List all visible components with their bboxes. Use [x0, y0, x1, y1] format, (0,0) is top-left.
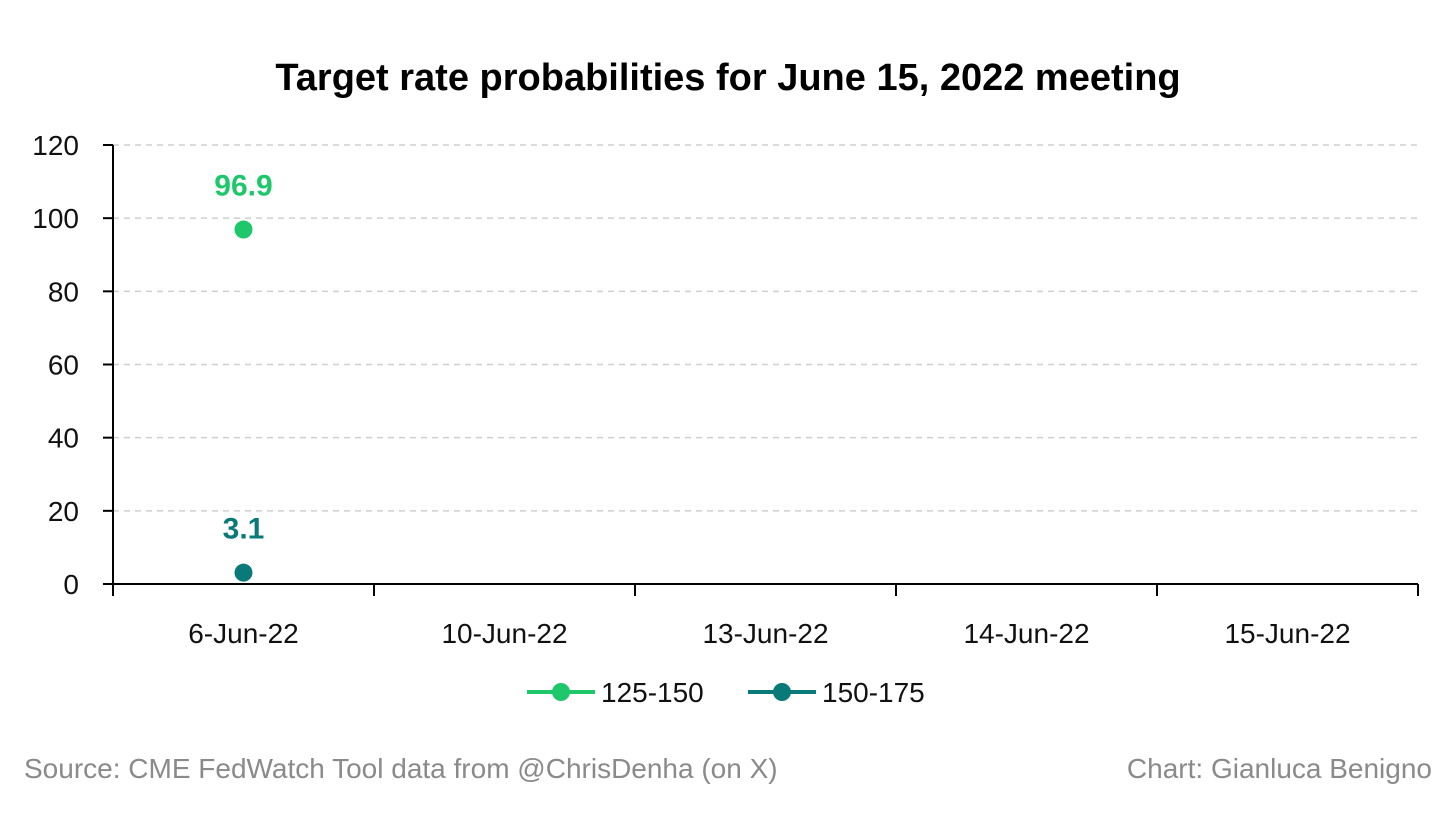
x-tick-label: 10-Jun-22 — [441, 618, 567, 649]
y-tick-label: 0 — [63, 569, 79, 600]
source-note: Source: CME FedWatch Tool data from @Chr… — [24, 753, 778, 784]
data-label-125-150: 96.9 — [214, 170, 272, 203]
x-tick-label: 13-Jun-22 — [702, 618, 828, 649]
legend: 125-150 150-175 — [527, 677, 925, 708]
chart-credit: Chart: Gianluca Benigno — [1127, 753, 1432, 784]
x-tick-label: 6-Jun-22 — [188, 618, 299, 649]
data-label-150-175: 3.1 — [223, 513, 265, 546]
data-point-150-175 — [234, 563, 253, 582]
legend-label: 125-150 — [601, 677, 704, 708]
data-points: 96.9 3.1 — [214, 170, 273, 582]
y-tick-label: 120 — [32, 130, 79, 161]
data-point-125-150 — [234, 220, 253, 239]
chart-title: Target rate probabilities for June 15, 2… — [275, 57, 1180, 99]
legend-marker — [552, 683, 570, 701]
y-tick-label: 100 — [32, 203, 79, 234]
y-tick-label: 20 — [48, 496, 79, 527]
x-tick-label: 14-Jun-22 — [963, 618, 1089, 649]
y-tick-label: 80 — [48, 276, 79, 307]
y-axis-ticks: 0 20 40 60 80 100 120 — [32, 130, 113, 600]
x-axis-ticks: 6-Jun-22 10-Jun-22 13-Jun-22 14-Jun-22 15-Ju… — [112, 584, 1419, 649]
y-tick-label: 40 — [48, 423, 79, 454]
gridlines — [113, 144, 1418, 512]
legend-label: 150-175 — [822, 677, 925, 708]
x-tick-label: 15-Jun-22 — [1224, 618, 1350, 649]
y-tick-label: 60 — [48, 350, 79, 381]
legend-marker — [773, 683, 791, 701]
